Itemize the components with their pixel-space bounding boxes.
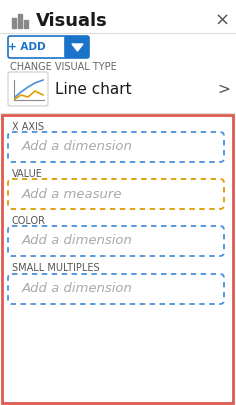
- Text: SMALL MULTIPLES: SMALL MULTIPLES: [12, 263, 100, 273]
- FancyBboxPatch shape: [8, 274, 224, 304]
- FancyBboxPatch shape: [65, 36, 89, 58]
- Text: Add a dimension: Add a dimension: [22, 141, 133, 153]
- Text: CHANGE VISUAL TYPE: CHANGE VISUAL TYPE: [10, 62, 117, 72]
- Text: VALUE: VALUE: [12, 169, 43, 179]
- Bar: [12, 18, 16, 28]
- Text: Add a measure: Add a measure: [22, 188, 122, 200]
- Text: COLOR: COLOR: [12, 216, 46, 226]
- FancyBboxPatch shape: [8, 132, 224, 162]
- FancyBboxPatch shape: [8, 226, 224, 256]
- FancyBboxPatch shape: [8, 36, 67, 58]
- Text: + ADD: + ADD: [8, 42, 46, 52]
- Text: Add a dimension: Add a dimension: [22, 283, 133, 296]
- Text: >: >: [218, 81, 230, 96]
- Text: Add a dimension: Add a dimension: [22, 234, 133, 247]
- Bar: [18, 14, 22, 28]
- FancyBboxPatch shape: [8, 72, 48, 106]
- FancyBboxPatch shape: [2, 115, 233, 403]
- Polygon shape: [72, 44, 83, 51]
- Text: Line chart: Line chart: [55, 81, 132, 96]
- Text: ×: ×: [215, 12, 230, 30]
- Text: Visuals: Visuals: [36, 12, 108, 30]
- Bar: [24, 20, 28, 28]
- Text: X AXIS: X AXIS: [12, 122, 44, 132]
- FancyBboxPatch shape: [8, 179, 224, 209]
